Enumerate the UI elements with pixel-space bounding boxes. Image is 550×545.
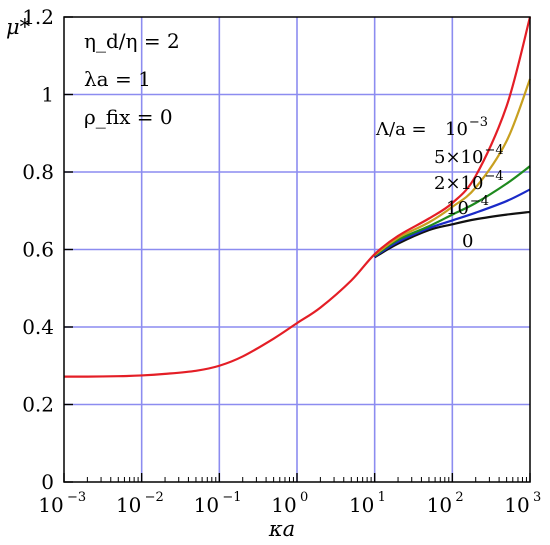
x-tick-exponent: −3 bbox=[67, 490, 86, 505]
y-tick-label: 0.6 bbox=[22, 238, 54, 262]
y-tick-label: 1.2 bbox=[22, 5, 54, 29]
series-label-exponent: −4 bbox=[470, 194, 489, 209]
annotation-lambda-a: λa = 1 bbox=[84, 67, 151, 91]
y-tick-label: 0.4 bbox=[22, 315, 54, 339]
x-tick-label: 10 bbox=[116, 493, 141, 517]
series-line bbox=[63, 16, 532, 378]
x-tick-label: 10 bbox=[271, 493, 296, 517]
series-line bbox=[374, 78, 532, 256]
series-label: 0 bbox=[462, 231, 473, 252]
x-tick-exponent: 0 bbox=[300, 490, 308, 505]
x-tick-exponent: 3 bbox=[533, 490, 541, 505]
annotation-viscosity-ratio: η_d/η = 2 bbox=[84, 29, 180, 53]
y-tick-label: 0.2 bbox=[22, 393, 54, 417]
x-tick-exponent: −2 bbox=[145, 490, 164, 505]
x-tick-label: 10 bbox=[427, 493, 452, 517]
series-line bbox=[374, 188, 531, 258]
y-tick-label: 1 bbox=[41, 83, 54, 107]
x-tick-label: 10 bbox=[38, 493, 63, 517]
series-labels: 10 −35×10 −42×10 −410 −40 bbox=[434, 115, 504, 252]
series-label: 5×10 bbox=[434, 147, 483, 168]
series-label: 10 bbox=[445, 119, 468, 140]
y-tick-label: 0.8 bbox=[22, 160, 54, 184]
ticks bbox=[63, 16, 531, 483]
x-axis-title-text: κa bbox=[268, 517, 295, 541]
grid bbox=[64, 17, 530, 482]
x-tick-label: 10 bbox=[504, 493, 529, 517]
x-tick-exponent: 2 bbox=[455, 490, 463, 505]
y-axis-title: μ* bbox=[6, 15, 31, 39]
x-tick-label: 10 bbox=[194, 493, 219, 517]
y-axis-title-text: μ* bbox=[6, 15, 31, 39]
parameter-annotations: η_d/η = 2 λa = 1 ρ_fix = 0 bbox=[84, 29, 180, 129]
series-label-exponent: −4 bbox=[484, 143, 503, 158]
series-line bbox=[374, 165, 531, 257]
y-tick-labels: 0 0.2 0.4 0.6 0.8 1 1.2 bbox=[22, 5, 54, 494]
x-axis-title: κa bbox=[268, 517, 295, 541]
series-label-prefix: Λ/a = bbox=[375, 119, 427, 140]
x-tick-label: 10 bbox=[349, 493, 374, 517]
annotation-rho-fix: ρ_fix = 0 bbox=[84, 105, 173, 129]
curves bbox=[63, 16, 532, 378]
series-label-exponent: −3 bbox=[469, 115, 488, 130]
x-tick-labels: 10 −3 10 −2 10 −1 10 0 10 1 10 2 10 3 bbox=[38, 490, 541, 517]
series-label: 2×10 bbox=[434, 173, 483, 194]
series-label: 10 bbox=[446, 198, 469, 219]
x-tick-exponent: 1 bbox=[378, 490, 386, 505]
y-tick-label: 0 bbox=[41, 470, 54, 494]
x-tick-exponent: −1 bbox=[222, 490, 241, 505]
series-line bbox=[374, 210, 531, 259]
series-label-exponent: −4 bbox=[484, 169, 503, 184]
